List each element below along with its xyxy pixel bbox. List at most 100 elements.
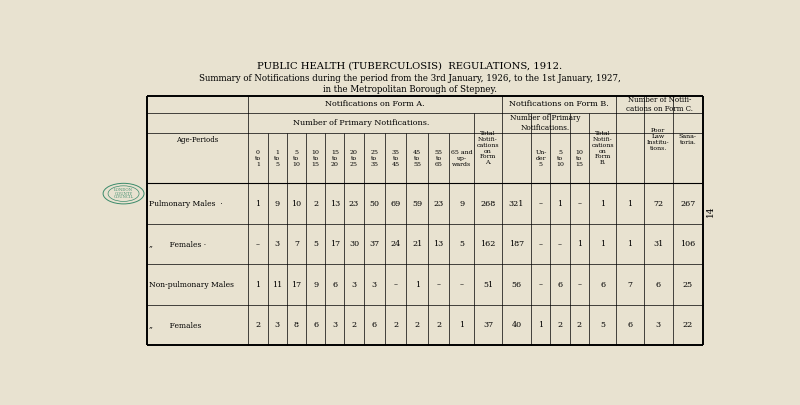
Text: 72: 72 bbox=[654, 200, 663, 208]
Text: Notifications on Form B.: Notifications on Form B. bbox=[509, 100, 609, 109]
Text: 59: 59 bbox=[412, 200, 422, 208]
Text: –: – bbox=[539, 200, 543, 208]
Text: –: – bbox=[578, 200, 582, 208]
Text: 23: 23 bbox=[434, 200, 444, 208]
Text: –: – bbox=[394, 281, 398, 289]
Text: Number of Primary
Notifications.: Number of Primary Notifications. bbox=[510, 114, 581, 132]
Text: 2: 2 bbox=[558, 321, 562, 329]
Text: 1: 1 bbox=[459, 321, 465, 329]
Text: 5: 5 bbox=[600, 321, 605, 329]
Text: Poor
Law
Institu-
tions.: Poor Law Institu- tions. bbox=[647, 128, 670, 151]
Text: Notifications on Form A.: Notifications on Form A. bbox=[326, 100, 425, 109]
Text: 1
to
5: 1 to 5 bbox=[274, 150, 280, 167]
Text: 5: 5 bbox=[313, 240, 318, 248]
Text: 2: 2 bbox=[577, 321, 582, 329]
Text: Number of Primary Notifications.: Number of Primary Notifications. bbox=[294, 119, 430, 127]
Text: 51: 51 bbox=[483, 281, 493, 289]
Text: 2: 2 bbox=[313, 200, 318, 208]
Text: 321: 321 bbox=[509, 200, 524, 208]
Text: 1: 1 bbox=[414, 281, 420, 289]
Text: 10: 10 bbox=[291, 200, 302, 208]
Text: 1: 1 bbox=[627, 240, 633, 248]
Text: 6: 6 bbox=[332, 281, 338, 289]
Text: 5
to
10: 5 to 10 bbox=[556, 150, 564, 167]
Text: 3: 3 bbox=[351, 281, 357, 289]
Text: 35
to
45: 35 to 45 bbox=[392, 150, 400, 167]
Text: 3: 3 bbox=[274, 240, 280, 248]
Text: Total
Notifi-
cations
on
Form
A.: Total Notifi- cations on Form A. bbox=[477, 131, 499, 165]
Text: 1: 1 bbox=[558, 200, 562, 208]
Text: Non-pulmonary Males: Non-pulmonary Males bbox=[149, 281, 234, 289]
Text: 267: 267 bbox=[680, 200, 695, 208]
Text: 55
to
65: 55 to 65 bbox=[434, 150, 442, 167]
Text: 10
to
15: 10 to 15 bbox=[312, 150, 320, 167]
Text: 23: 23 bbox=[349, 200, 359, 208]
Text: 56: 56 bbox=[511, 281, 522, 289]
Text: Number of Notifi-
cations on Form C.: Number of Notifi- cations on Form C. bbox=[626, 96, 693, 113]
Text: 6: 6 bbox=[656, 281, 661, 289]
Text: 1: 1 bbox=[627, 200, 633, 208]
Text: –: – bbox=[437, 281, 441, 289]
Text: 8: 8 bbox=[294, 321, 299, 329]
Text: 65 and
up-
wards: 65 and up- wards bbox=[451, 150, 473, 167]
Text: 6: 6 bbox=[600, 281, 605, 289]
Text: 20
to
25: 20 to 25 bbox=[350, 150, 358, 167]
Text: 69: 69 bbox=[390, 200, 401, 208]
Text: 0
to
1: 0 to 1 bbox=[255, 150, 261, 167]
Text: Summary of Notifications during the period from the 3rd January, 1926, to the 1s: Summary of Notifications during the peri… bbox=[199, 74, 621, 83]
Text: Un-
der
5: Un- der 5 bbox=[535, 150, 546, 167]
Text: 5: 5 bbox=[459, 240, 464, 248]
Text: 6: 6 bbox=[627, 321, 633, 329]
Text: PUBLIC HEALTH (TUBERCULOSIS)  REGULATIONS, 1912.: PUBLIC HEALTH (TUBERCULOSIS) REGULATIONS… bbox=[258, 61, 562, 70]
Text: 3: 3 bbox=[274, 321, 280, 329]
Text: 40: 40 bbox=[511, 321, 522, 329]
Text: 2: 2 bbox=[414, 321, 420, 329]
Text: in the Metropolitan Borough of Stepney.: in the Metropolitan Borough of Stepney. bbox=[323, 85, 497, 94]
Text: COUNTY: COUNTY bbox=[114, 192, 133, 196]
Text: 6: 6 bbox=[313, 321, 318, 329]
Text: 9: 9 bbox=[459, 200, 465, 208]
Text: 6: 6 bbox=[372, 321, 377, 329]
Text: 14: 14 bbox=[706, 205, 714, 217]
Text: 3: 3 bbox=[332, 321, 338, 329]
Text: Age-Periods: Age-Periods bbox=[176, 136, 218, 144]
Text: 50: 50 bbox=[370, 200, 379, 208]
Text: –: – bbox=[578, 281, 582, 289]
Text: Pulmonary Males  ·: Pulmonary Males · bbox=[149, 200, 222, 208]
Text: 3: 3 bbox=[656, 321, 661, 329]
Text: 1: 1 bbox=[255, 200, 261, 208]
Text: 268: 268 bbox=[481, 200, 496, 208]
Text: „       Females: „ Females bbox=[149, 321, 202, 329]
Text: 1: 1 bbox=[538, 321, 543, 329]
Text: Total
Notifi-
cations
on
Form
B.: Total Notifi- cations on Form B. bbox=[591, 131, 614, 165]
Text: 25: 25 bbox=[683, 281, 693, 289]
Text: 37: 37 bbox=[370, 240, 379, 248]
Text: 162: 162 bbox=[480, 240, 496, 248]
Text: 3: 3 bbox=[372, 281, 377, 289]
Text: 2: 2 bbox=[351, 321, 357, 329]
Text: 5
to
10: 5 to 10 bbox=[293, 150, 301, 167]
Text: 10
to
15: 10 to 15 bbox=[575, 150, 583, 167]
Text: 1: 1 bbox=[600, 200, 605, 208]
Text: 13: 13 bbox=[434, 240, 444, 248]
Text: 2: 2 bbox=[436, 321, 441, 329]
Text: 9: 9 bbox=[313, 281, 318, 289]
Text: Sana-
toria.: Sana- toria. bbox=[679, 134, 697, 145]
Text: 15
to
20: 15 to 20 bbox=[331, 150, 339, 167]
Text: 22: 22 bbox=[682, 321, 693, 329]
Text: 17: 17 bbox=[291, 281, 302, 289]
Text: –: – bbox=[460, 281, 464, 289]
Text: –: – bbox=[256, 240, 260, 248]
Text: 37: 37 bbox=[483, 321, 493, 329]
Text: 31: 31 bbox=[654, 240, 663, 248]
Text: 25
to
35: 25 to 35 bbox=[370, 150, 378, 167]
Text: 187: 187 bbox=[509, 240, 524, 248]
Text: 24: 24 bbox=[390, 240, 401, 248]
Text: 1: 1 bbox=[255, 281, 261, 289]
Text: 13: 13 bbox=[330, 200, 340, 208]
Text: 2: 2 bbox=[394, 321, 398, 329]
Text: 1: 1 bbox=[600, 240, 605, 248]
Text: LONDON: LONDON bbox=[114, 188, 133, 192]
Text: 2: 2 bbox=[255, 321, 261, 329]
Text: 17: 17 bbox=[330, 240, 340, 248]
